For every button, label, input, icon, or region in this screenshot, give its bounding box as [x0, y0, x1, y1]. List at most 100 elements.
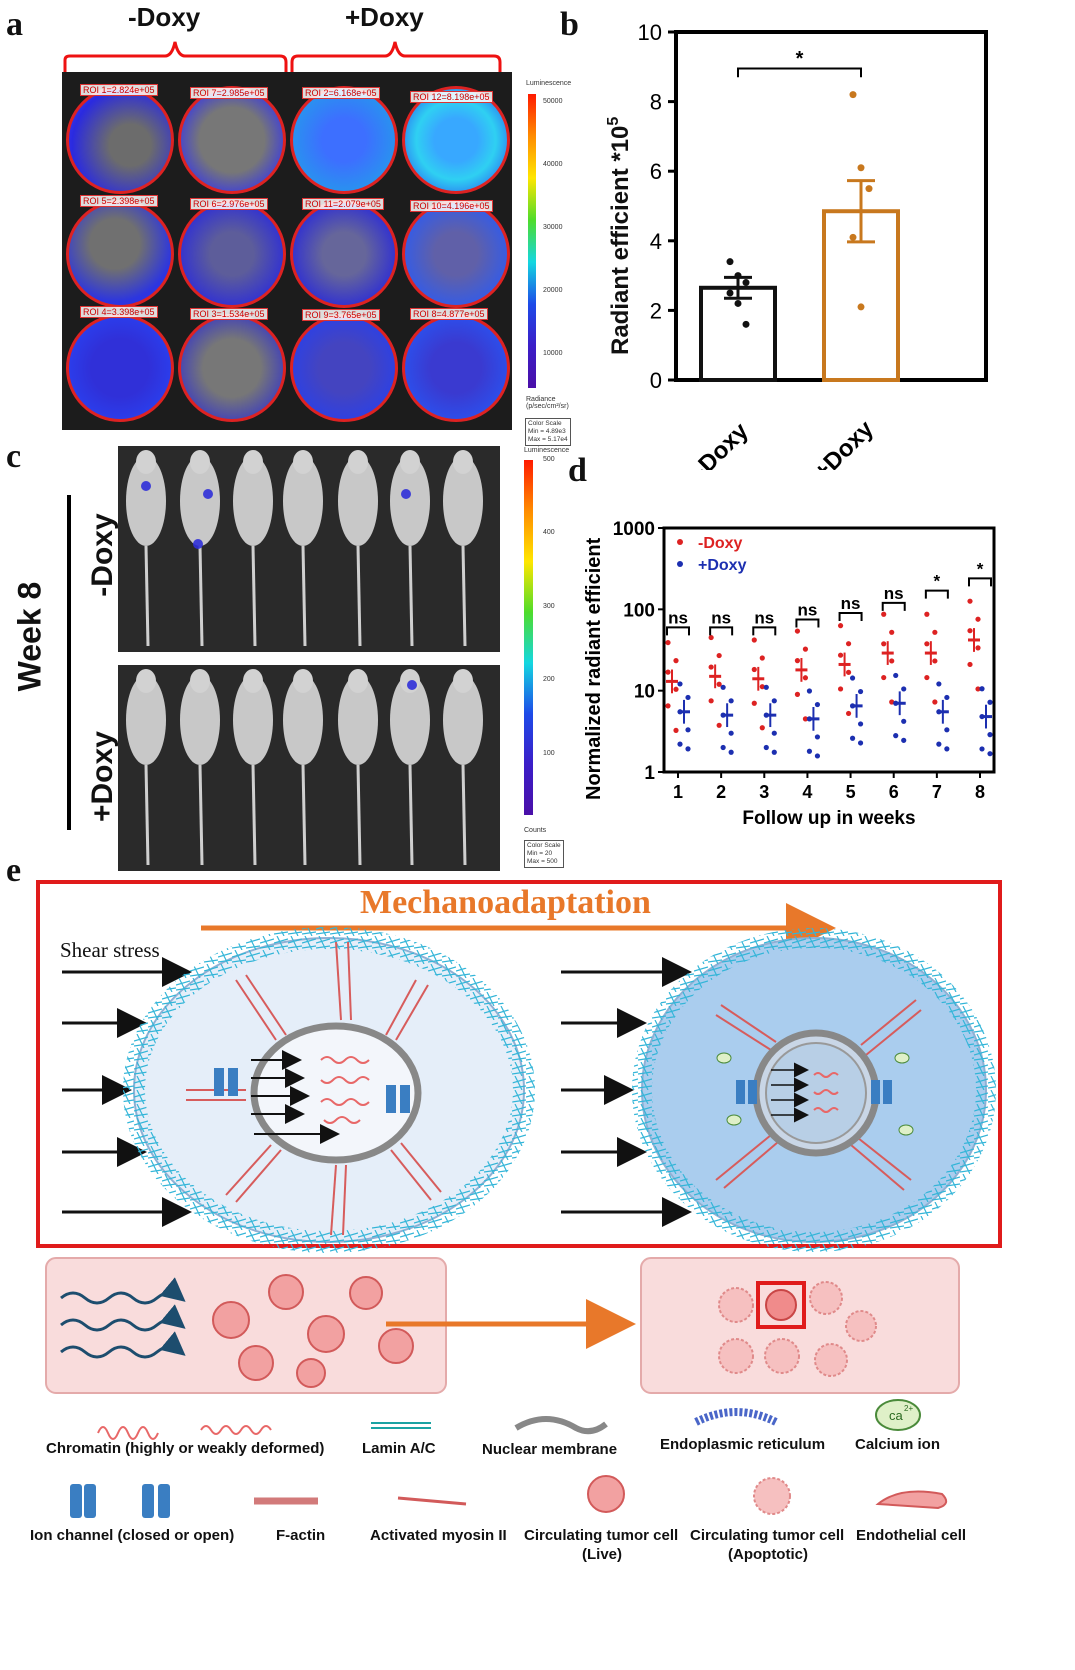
chart-d-point [881, 611, 887, 617]
chart-d-legend-label: -Doxy [698, 535, 743, 552]
chart-d-point [806, 748, 813, 754]
chart-b-ytick-label: 0 [650, 368, 662, 393]
chart-d-point [967, 628, 973, 634]
chart-d-point [932, 658, 938, 664]
chart-b-ytick-label: 2 [650, 298, 662, 323]
mouse-body [443, 456, 483, 546]
chart-d-point [677, 741, 683, 747]
svg-text:Radiant efficient *105: Radiant efficient *105 [605, 117, 634, 355]
chart-d-point [932, 629, 938, 635]
chart-d-point [889, 699, 895, 705]
mouse-head [453, 669, 473, 693]
colorbar-c-tick: 500 [543, 456, 555, 463]
chart-d-point [665, 639, 671, 646]
chart-b-point [742, 320, 750, 328]
mouse-tail [461, 764, 467, 866]
mouse-body [126, 675, 166, 765]
chart-d-point [944, 746, 950, 752]
chart-d-sig-label: ns [711, 608, 731, 627]
colorbar-a-tick: 50000 [543, 98, 563, 105]
chart-d-point [708, 698, 714, 704]
chart-d-point [924, 674, 930, 681]
chart-d-point [857, 740, 864, 746]
shear-stress-label: Shear stress [60, 938, 160, 962]
color-scale-line: Min = 4.89e3 [528, 428, 566, 435]
mouse-head [400, 450, 420, 474]
chart-d-sig-bracket [924, 589, 949, 599]
chart-d-point [802, 646, 809, 652]
chart-d-point [944, 727, 950, 733]
legend-ctc-apoptotic-sub: (Apoptotic) [728, 1546, 808, 1563]
chart-d-point [845, 710, 852, 717]
chart-d-point [814, 701, 821, 708]
chart-d-point [857, 721, 864, 727]
colorbar-c-tick: 100 [543, 750, 555, 757]
mouse-head [348, 669, 368, 693]
legend-nuclear-membrane: Nuclear membrane [482, 1441, 618, 1458]
chart-d-point [975, 686, 981, 692]
chart-d-xtick-label: 6 [889, 782, 899, 802]
mouse-body [180, 456, 220, 546]
chart-d-frame [662, 526, 996, 774]
chart-d-point [685, 694, 691, 701]
chart-b-point [734, 299, 742, 307]
chart-b-point [857, 303, 865, 311]
roi-label: ROI 5=2.398e+05 [80, 195, 158, 207]
colorbar-a-unit: Radiance (p/sec/cm²/sr) [526, 396, 569, 410]
color-scale-box-a: Color Scale Min = 4.89e3 Max = 5.17e4 [525, 418, 571, 446]
panel-letter-d: d [568, 452, 587, 489]
mouse-tail [356, 764, 362, 866]
mouse-tail [301, 764, 307, 866]
colorbar-a-tick: 20000 [543, 287, 563, 294]
roi-label: ROI 10=4.196e+05 [410, 200, 493, 212]
chart-d-point [716, 722, 722, 728]
chart-d-xtick-label: 4 [802, 782, 812, 802]
signal-spot [141, 481, 151, 491]
chart-d-point [944, 694, 950, 701]
chart-d-point [716, 652, 722, 659]
chart-d-point [924, 641, 930, 647]
panel-letter-c: c [6, 438, 22, 475]
legend-f-actin: F-actin [276, 1527, 326, 1544]
roi-label: ROI 6=2.976e+05 [190, 198, 268, 210]
legend-ctc-live: Circulating tumor cell [524, 1527, 679, 1544]
roi-label: ROI 11=2.079e+05 [302, 198, 384, 210]
chart-d-point [771, 730, 777, 736]
chart-d-xtick-label: 2 [716, 782, 726, 802]
chart-d-point [932, 699, 938, 705]
chart-d-sig-bracket [881, 601, 906, 611]
chart-d-point [837, 623, 844, 629]
chart-d-sig-bracket [709, 626, 734, 636]
chart-b-point [726, 289, 734, 297]
chart-d-sig-bracket [968, 577, 992, 587]
chart-d-point [728, 730, 734, 736]
chart-b-xtick-label: -Doxy [688, 417, 755, 470]
chart-b-ylabel-exp: 5 [605, 117, 622, 126]
chart-d-point [751, 700, 757, 706]
chart-b-point [865, 185, 873, 193]
color-scale-line: Max = 500 [527, 858, 558, 865]
chart-d-point [806, 688, 813, 694]
legend-lamin: Lamin A/C [362, 1440, 436, 1457]
chart-d-point [716, 681, 722, 687]
chart-d-point [837, 652, 844, 658]
chart-d-point [685, 727, 691, 733]
chart-d-point [967, 661, 973, 668]
roi-label: ROI 1=2.824e+05 [80, 84, 158, 96]
chart-d-point [901, 737, 907, 743]
mouse-tail [251, 764, 257, 866]
chart-d-point [849, 735, 856, 741]
signal-spot [203, 489, 213, 499]
legend-ion-channel: Ion channel (closed or open) [30, 1527, 235, 1544]
roi-label: ROI 9=3.765e+05 [302, 309, 380, 321]
chart-d-legend-marker [677, 561, 683, 567]
mouse-tail [301, 545, 307, 647]
colorbar-a [528, 94, 536, 388]
chart-d-point [979, 746, 985, 752]
chart-d-point [759, 725, 765, 731]
roi-label: ROI 2=6.168e+05 [302, 87, 380, 99]
chart-d-point [845, 669, 852, 675]
chart-d-xtick-label: 7 [932, 782, 942, 802]
mouse-tail [408, 764, 414, 866]
chart-d-point [794, 658, 801, 664]
